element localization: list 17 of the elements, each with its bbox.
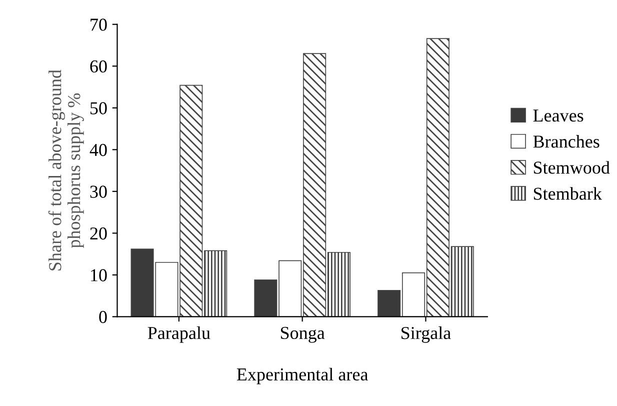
y-tick-label: 60 bbox=[90, 60, 107, 73]
y-tick-label: 10 bbox=[91, 269, 107, 282]
y-tick-label: 0 bbox=[99, 310, 107, 324]
y-tick-label: 40 bbox=[90, 144, 107, 156]
x-tick-label: Songa bbox=[280, 326, 325, 343]
y-tick-label: 30 bbox=[90, 186, 107, 198]
y-axis-title: Share of total above-ground phosphorus supply % bbox=[48, 70, 84, 270]
legend-label: Leaves bbox=[533, 110, 584, 122]
x-tick-label: Sirgala bbox=[402, 326, 451, 343]
y-tick-label: 50 bbox=[90, 102, 107, 114]
legend-label: Branches bbox=[533, 135, 600, 148]
x-tick-label: Parapalu bbox=[148, 326, 210, 343]
y-tick-label: 20 bbox=[90, 227, 107, 240]
x-axis-title: Experimental area bbox=[236, 368, 368, 384]
legend-label: Stembark bbox=[534, 187, 602, 200]
legend-label: Stemwood bbox=[534, 161, 610, 174]
y-tick-label: 70 bbox=[90, 18, 107, 31]
